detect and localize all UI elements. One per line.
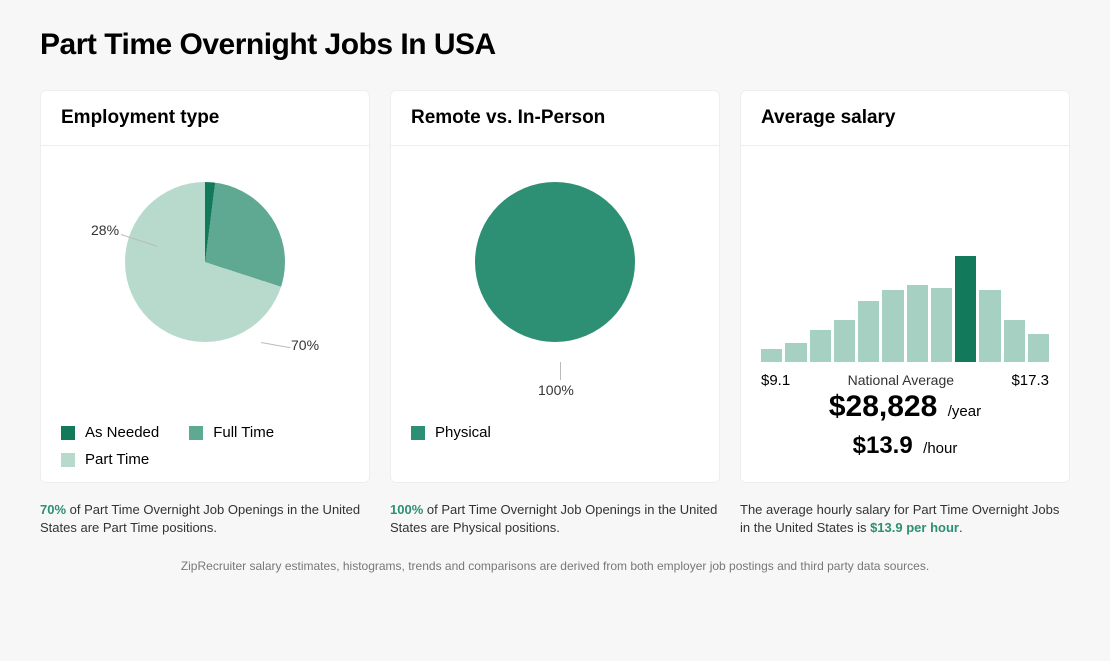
salary-yearly-row: $28,828 /year — [761, 390, 1049, 424]
remote-label-100: 100% — [538, 382, 574, 398]
salary-per-hour: /hour — [923, 440, 957, 457]
histogram-bar — [979, 290, 1000, 362]
legend-swatch-icon — [411, 426, 425, 440]
salary-footnote: The average hourly salary for Part Time … — [740, 501, 1070, 537]
legend-label: Full Time — [213, 424, 274, 441]
employment-label-28: 28% — [91, 222, 119, 238]
salary-xmax: $17.3 — [1011, 372, 1049, 389]
salary-hourly-row: $13.9 /hour — [761, 432, 1049, 460]
cards-row: Employment type 28% 70% As Needed Full Ti… — [40, 90, 1070, 537]
legend-item: Part Time — [61, 451, 149, 468]
employment-footnote: 70% of Part Time Overnight Job Openings … — [40, 501, 370, 537]
histogram-bar — [907, 285, 928, 362]
card-employment: Employment type 28% 70% As Needed Full Ti… — [40, 90, 370, 537]
legend-item: As Needed — [61, 424, 159, 441]
salary-yearly: $28,828 — [829, 390, 937, 423]
salary-xaxis: $9.1 National Average $17.3 — [761, 372, 1049, 389]
page: Part Time Overnight Jobs In USA Employme… — [0, 8, 1110, 583]
disclaimer: ZipRecruiter salary estimates, histogram… — [40, 559, 1070, 573]
salary-national-avg: National Average — [848, 372, 954, 388]
card-remote: Remote vs. In-Person 100% Physical 100% … — [390, 90, 720, 537]
remote-legend: Physical — [411, 424, 699, 441]
remote-pie — [475, 182, 635, 342]
page-title: Part Time Overnight Jobs In USA — [40, 28, 1070, 62]
histogram-bar — [955, 256, 976, 362]
histogram-bar — [810, 330, 831, 362]
legend-label: Physical — [435, 424, 491, 441]
employment-label-70: 70% — [291, 337, 319, 353]
histogram-bar — [1004, 320, 1025, 362]
card-salary: Average salary $9.1 National Average $17… — [740, 90, 1070, 537]
histogram-bar — [882, 290, 903, 362]
employment-pie — [125, 182, 285, 342]
histogram-bar — [1028, 334, 1049, 362]
card-employment-title: Employment type — [41, 91, 369, 146]
card-remote-title: Remote vs. In-Person — [391, 91, 719, 146]
histogram-bar — [834, 320, 855, 362]
histogram-bar — [931, 288, 952, 362]
salary-per-year: /year — [948, 403, 981, 420]
remote-pie-chart: 100% — [411, 182, 699, 402]
employment-legend: As Needed Full Time Part Time — [61, 424, 349, 468]
histogram-bar — [858, 301, 879, 362]
remote-footnote: 100% of Part Time Overnight Job Openings… — [390, 501, 720, 537]
histogram-bar — [761, 349, 782, 362]
legend-item: Physical — [411, 424, 491, 441]
legend-swatch-icon — [189, 426, 203, 440]
legend-label: Part Time — [85, 451, 149, 468]
salary-xmin: $9.1 — [761, 372, 790, 389]
salary-histogram: $9.1 National Average $17.3 — [761, 164, 1049, 374]
card-salary-title: Average salary — [741, 91, 1069, 146]
histogram-bar — [785, 343, 806, 362]
legend-swatch-icon — [61, 426, 75, 440]
legend-swatch-icon — [61, 453, 75, 467]
employment-pie-chart: 28% 70% — [61, 182, 349, 402]
salary-hourly: $13.9 — [853, 432, 913, 459]
legend-label: As Needed — [85, 424, 159, 441]
legend-item: Full Time — [189, 424, 274, 441]
salary-bars — [761, 256, 1049, 362]
